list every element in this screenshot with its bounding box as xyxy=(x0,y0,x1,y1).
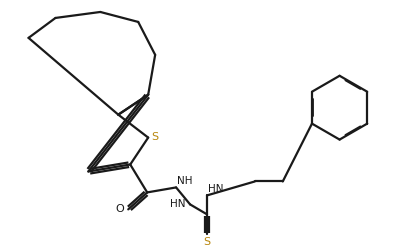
Text: O: O xyxy=(116,204,124,214)
Text: NH: NH xyxy=(177,176,193,186)
Text: S: S xyxy=(203,237,211,247)
Text: HN: HN xyxy=(208,184,224,194)
Text: HN: HN xyxy=(170,200,185,209)
Text: S: S xyxy=(151,132,158,141)
